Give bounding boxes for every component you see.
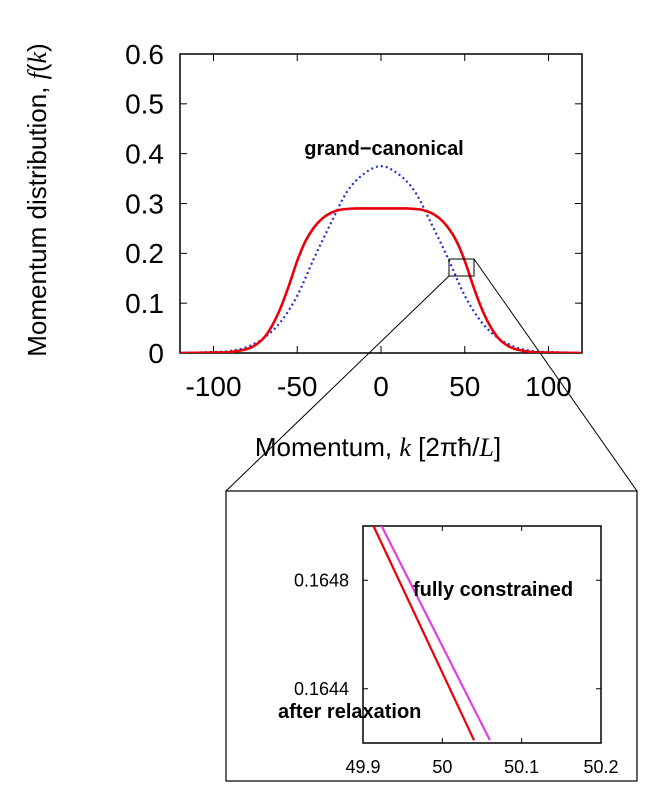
main-series [180, 165, 582, 353]
connector-left [225, 275, 450, 492]
y-tick-label: 0.1644 [294, 679, 349, 699]
inset-x-ticks: 49.9 50 50.1 50.2 [345, 526, 619, 777]
y-tick-label: 0.4 [125, 138, 164, 169]
y-tick-label: 0.5 [125, 89, 164, 120]
series-line-fully-constrained [380, 526, 491, 741]
y-tick-label: 0.1648 [294, 571, 349, 591]
series-line-after-relaxation [180, 207, 582, 353]
inset-outer-frame [225, 490, 638, 782]
main-chart: 0 0.1 0.2 0.3 0.4 0.5 0.6 -100 -50 0 50 100 grand−… [22, 39, 583, 462]
after-relaxation-annotation: after relaxation [278, 701, 421, 723]
x-tick-label: -100 [185, 371, 241, 402]
y-tick-label: 0.3 [125, 188, 164, 219]
main-y-ticks: 0 0.1 0.2 0.3 0.4 0.5 0.6 [125, 39, 582, 369]
y-tick-label: 0.6 [125, 39, 164, 70]
x-tick-label: -50 [277, 371, 317, 402]
main-x-axis-label: Momentum, k [2πħ/L] [255, 432, 501, 462]
x-tick-label: 50.2 [583, 757, 618, 777]
zoom-region-box [448, 258, 475, 277]
inset-panel: 0.1644 0.1648 49.9 50 50.1 50.2 fully constr… [225, 490, 638, 782]
zoom-connectors [225, 258, 638, 492]
x-tick-label: 50.1 [504, 757, 539, 777]
y-tick-label: 0.2 [125, 238, 164, 269]
main-y-axis-label: Momentum distribution, f(k) [22, 43, 52, 357]
y-tick-label: 0 [148, 338, 164, 369]
inset-plot-frame [362, 525, 602, 744]
main-plot-frame [179, 53, 583, 354]
x-tick-label: 49.9 [345, 757, 380, 777]
fully-constrained-annotation: fully constrained [413, 579, 573, 601]
connector-right [473, 258, 638, 492]
main-x-ticks: -100 -50 0 50 100 [185, 54, 572, 402]
series-line-grand-canonical [180, 165, 582, 353]
x-tick-label: 50 [432, 757, 452, 777]
series-line-after-relaxation [372, 526, 476, 741]
x-tick-label: 50 [449, 371, 480, 402]
x-tick-label: 0 [373, 371, 389, 402]
inset-y-ticks: 0.1644 0.1648 [294, 571, 601, 699]
grand-canonical-annotation: grand−canonical [304, 138, 464, 160]
inset-series [372, 526, 491, 741]
y-tick-label: 0.1 [125, 288, 164, 319]
x-tick-label: 100 [525, 371, 572, 402]
